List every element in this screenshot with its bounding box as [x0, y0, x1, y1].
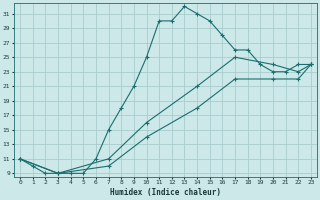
X-axis label: Humidex (Indice chaleur): Humidex (Indice chaleur) [110, 188, 221, 197]
